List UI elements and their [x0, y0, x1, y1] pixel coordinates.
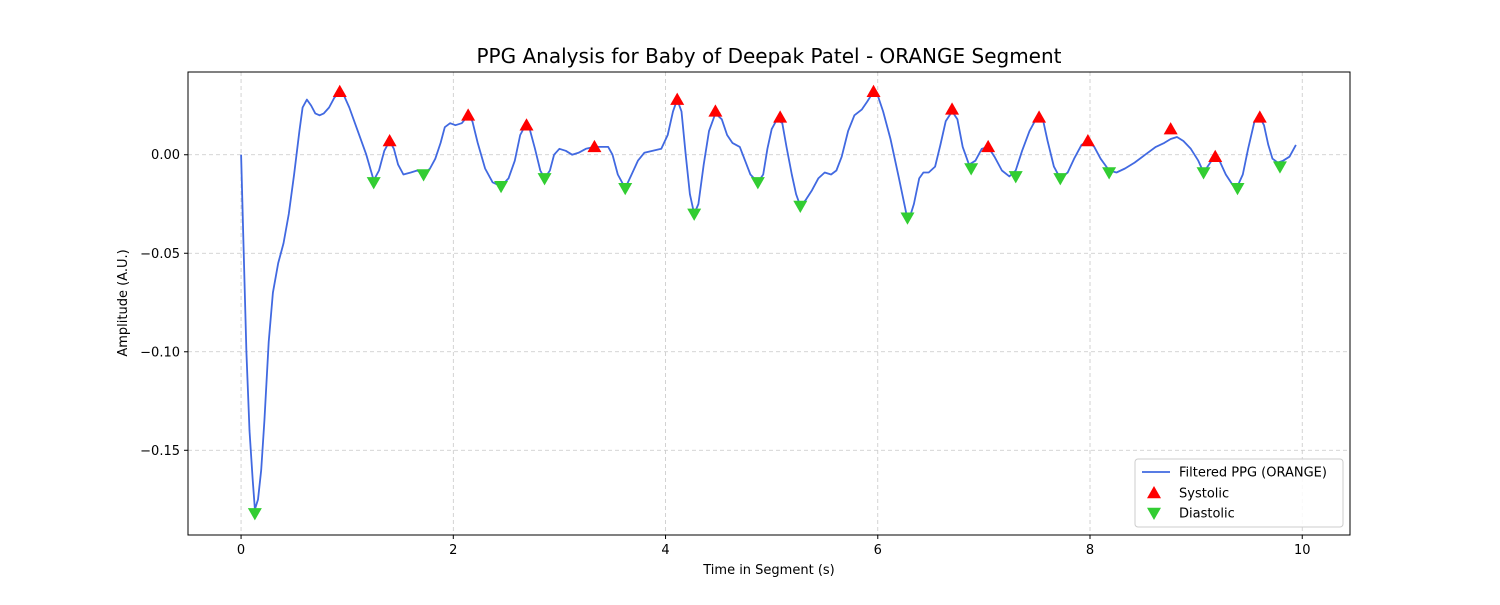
diastolic-marker	[1272, 161, 1287, 174]
systolic-marker	[1252, 110, 1267, 123]
diastolic-marker	[793, 200, 808, 213]
x-tick-label: 6	[874, 543, 882, 558]
diastolic-marker	[1102, 167, 1117, 180]
diastolic-marker	[618, 182, 633, 196]
legend-diastolic-swatch	[1147, 507, 1161, 520]
x-tick-label: 4	[661, 543, 669, 558]
systolic-marker	[1208, 149, 1223, 162]
y-tick-label: −0.05	[140, 247, 180, 262]
x-axis: 0 2 4 6 8 10	[237, 535, 1311, 558]
legend-label: Filtered PPG (ORANGE)	[1179, 466, 1327, 481]
diastolic-marker	[964, 163, 979, 176]
grid	[188, 72, 1350, 535]
x-tick-label: 2	[449, 543, 457, 558]
x-axis-label: Time in Segment (s)	[702, 563, 834, 578]
systolic-marker	[332, 84, 347, 97]
systolic-marker	[708, 104, 723, 117]
systolic-marker	[519, 118, 534, 131]
systolic-marker	[866, 84, 881, 97]
diastolic-marker	[687, 208, 702, 221]
diastolic-marker	[900, 212, 915, 225]
plot-frame	[187, 71, 1351, 536]
x-tick-label: 0	[237, 543, 245, 558]
ppg-signal-line	[240, 90, 1297, 511]
systolic-marker	[1080, 133, 1095, 147]
systolic-marker	[945, 102, 960, 115]
systolic-marker	[382, 133, 397, 147]
systolic-marker	[670, 92, 685, 105]
x-tick-label: 10	[1294, 543, 1311, 558]
legend-label: Diastolic	[1179, 507, 1235, 522]
diastolic-marker	[537, 173, 552, 186]
systolic-marker	[1163, 122, 1178, 135]
legend-systolic-swatch	[1147, 486, 1161, 499]
diastolic-marker	[1008, 171, 1023, 184]
systolic-marker	[587, 139, 602, 153]
legend-label: Systolic	[1179, 487, 1229, 502]
diastolic-marker	[750, 177, 765, 190]
y-axis: 0.00 −0.05 −0.10 −0.15	[140, 148, 188, 459]
y-tick-label: −0.10	[140, 345, 180, 360]
systolic-marker	[1032, 110, 1047, 123]
diastolic-marker	[1053, 173, 1068, 186]
legend-box	[1134, 458, 1344, 528]
diastolic-marker	[494, 181, 509, 194]
diastolic-marker	[416, 169, 431, 182]
x-tick-label: 8	[1086, 543, 1094, 558]
y-axis-label: Amplitude (A.U.)	[116, 249, 131, 356]
chart-title: PPG Analysis for Baby of Deepak Patel - …	[476, 44, 1061, 68]
plot-area	[240, 84, 1297, 521]
diastolic-marker	[1196, 167, 1211, 180]
diastolic-marker	[247, 508, 262, 521]
y-tick-label: −0.15	[140, 444, 180, 459]
systolic-marker	[773, 110, 788, 123]
legend: Filtered PPG (ORANGE) Systolic Diastolic	[1134, 458, 1344, 528]
systolic-marker	[461, 108, 476, 121]
diastolic-marker	[1230, 182, 1245, 196]
diastolic-marker	[366, 177, 381, 190]
systolic-marker	[981, 139, 996, 153]
y-tick-label: 0.00	[151, 148, 180, 163]
